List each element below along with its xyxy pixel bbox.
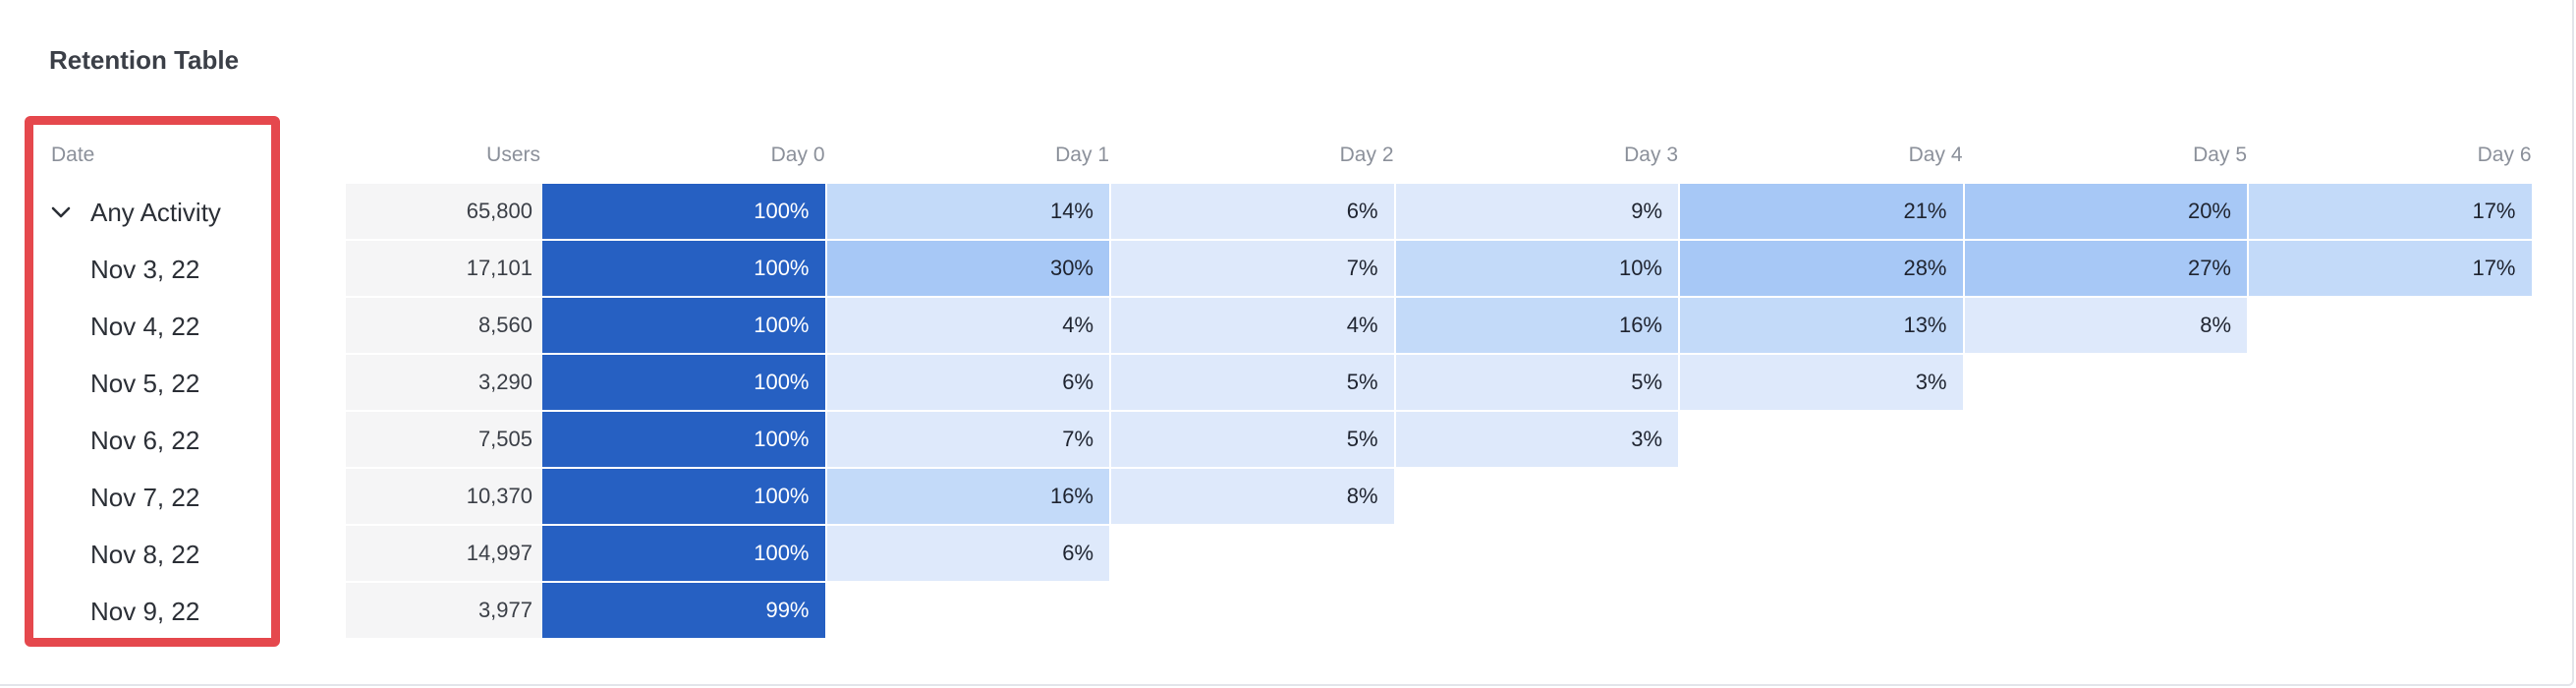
retention-cell: 10% (1395, 241, 1678, 296)
retention-cell: 5% (1111, 355, 1394, 410)
retention-cell: 6% (826, 526, 1109, 581)
date-row-label: Nov 4, 22 (51, 298, 199, 355)
retention-cell: 9% (1395, 184, 1678, 239)
retention-cell: 4% (1111, 298, 1394, 353)
column-header-day: Day 4 (1908, 143, 1963, 166)
column-header-day: Day 1 (1055, 143, 1109, 166)
date-row-label: Nov 3, 22 (51, 241, 199, 298)
date-label: Any Activity (90, 197, 221, 227)
column-header-users: Users (486, 143, 540, 166)
retention-cell: 6% (826, 355, 1109, 410)
users-count-cell: 10,370 (346, 469, 542, 524)
users-count-cell: 3,977 (346, 583, 542, 638)
column-header-day: Day 2 (1339, 143, 1394, 166)
retention-cell: 28% (1680, 241, 1963, 296)
date-label: Nov 5, 22 (90, 368, 200, 398)
retention-cell: 99% (542, 583, 825, 638)
retention-cell: 100% (542, 184, 825, 239)
retention-cell: 4% (826, 298, 1109, 353)
date-label: Nov 8, 22 (90, 539, 200, 569)
retention-cell: 20% (1964, 184, 2247, 239)
date-label: Nov 3, 22 (90, 254, 200, 284)
column-header-day: Day 5 (2193, 143, 2247, 166)
date-label: Nov 7, 22 (90, 482, 200, 512)
retention-cell: 100% (542, 526, 825, 581)
retention-cell: 17% (2249, 184, 2532, 239)
retention-cell: 100% (542, 469, 825, 524)
users-count-cell: 3,290 (346, 355, 542, 410)
retention-cell: 8% (1111, 469, 1394, 524)
retention-cell: 100% (542, 298, 825, 353)
date-group-any-activity[interactable]: Any Activity (51, 184, 221, 241)
retention-cell: 3% (1680, 355, 1963, 410)
date-label: Nov 9, 22 (90, 596, 200, 626)
date-column-highlight (25, 116, 280, 647)
retention-cell: 16% (1395, 298, 1678, 353)
retention-cell: 7% (826, 412, 1109, 467)
users-count-cell: 65,800 (346, 184, 542, 239)
retention-cell: 16% (826, 469, 1109, 524)
retention-cell: 100% (542, 412, 825, 467)
retention-cell: 13% (1680, 298, 1963, 353)
card-title: Retention Table (49, 45, 240, 75)
date-row-label: Nov 8, 22 (51, 526, 199, 583)
retention-cell: 27% (1964, 241, 2247, 296)
users-count-cell: 8,560 (346, 298, 542, 353)
date-row-label: Nov 7, 22 (51, 469, 199, 526)
retention-cell: 100% (542, 241, 825, 296)
retention-cell: 5% (1111, 412, 1394, 467)
users-count-cell: 14,997 (346, 526, 542, 581)
column-header-day: Day 0 (770, 143, 825, 166)
retention-cell: 7% (1111, 241, 1394, 296)
chevron-down-icon[interactable] (51, 201, 81, 223)
column-header-day: Day 3 (1624, 143, 1678, 166)
retention-cell: 21% (1680, 184, 1963, 239)
date-row-label: Nov 5, 22 (51, 355, 199, 412)
retention-cell: 30% (826, 241, 1109, 296)
retention-cell: 17% (2249, 241, 2532, 296)
users-count-cell: 7,505 (346, 412, 542, 467)
date-row-label: Nov 6, 22 (51, 412, 199, 469)
date-label: Nov 4, 22 (90, 311, 200, 341)
date-row-label: Nov 9, 22 (51, 583, 199, 640)
retention-cell: 5% (1395, 355, 1678, 410)
date-label: Nov 6, 22 (90, 425, 200, 455)
retention-cell: 3% (1395, 412, 1678, 467)
retention-cell: 6% (1111, 184, 1394, 239)
retention-cell: 8% (1964, 298, 2247, 353)
users-count-cell: 17,101 (346, 241, 542, 296)
date-column-header: Date (51, 143, 95, 166)
column-header-day: Day 6 (2477, 143, 2532, 166)
retention-cell: 14% (826, 184, 1109, 239)
retention-cell: 100% (542, 355, 825, 410)
